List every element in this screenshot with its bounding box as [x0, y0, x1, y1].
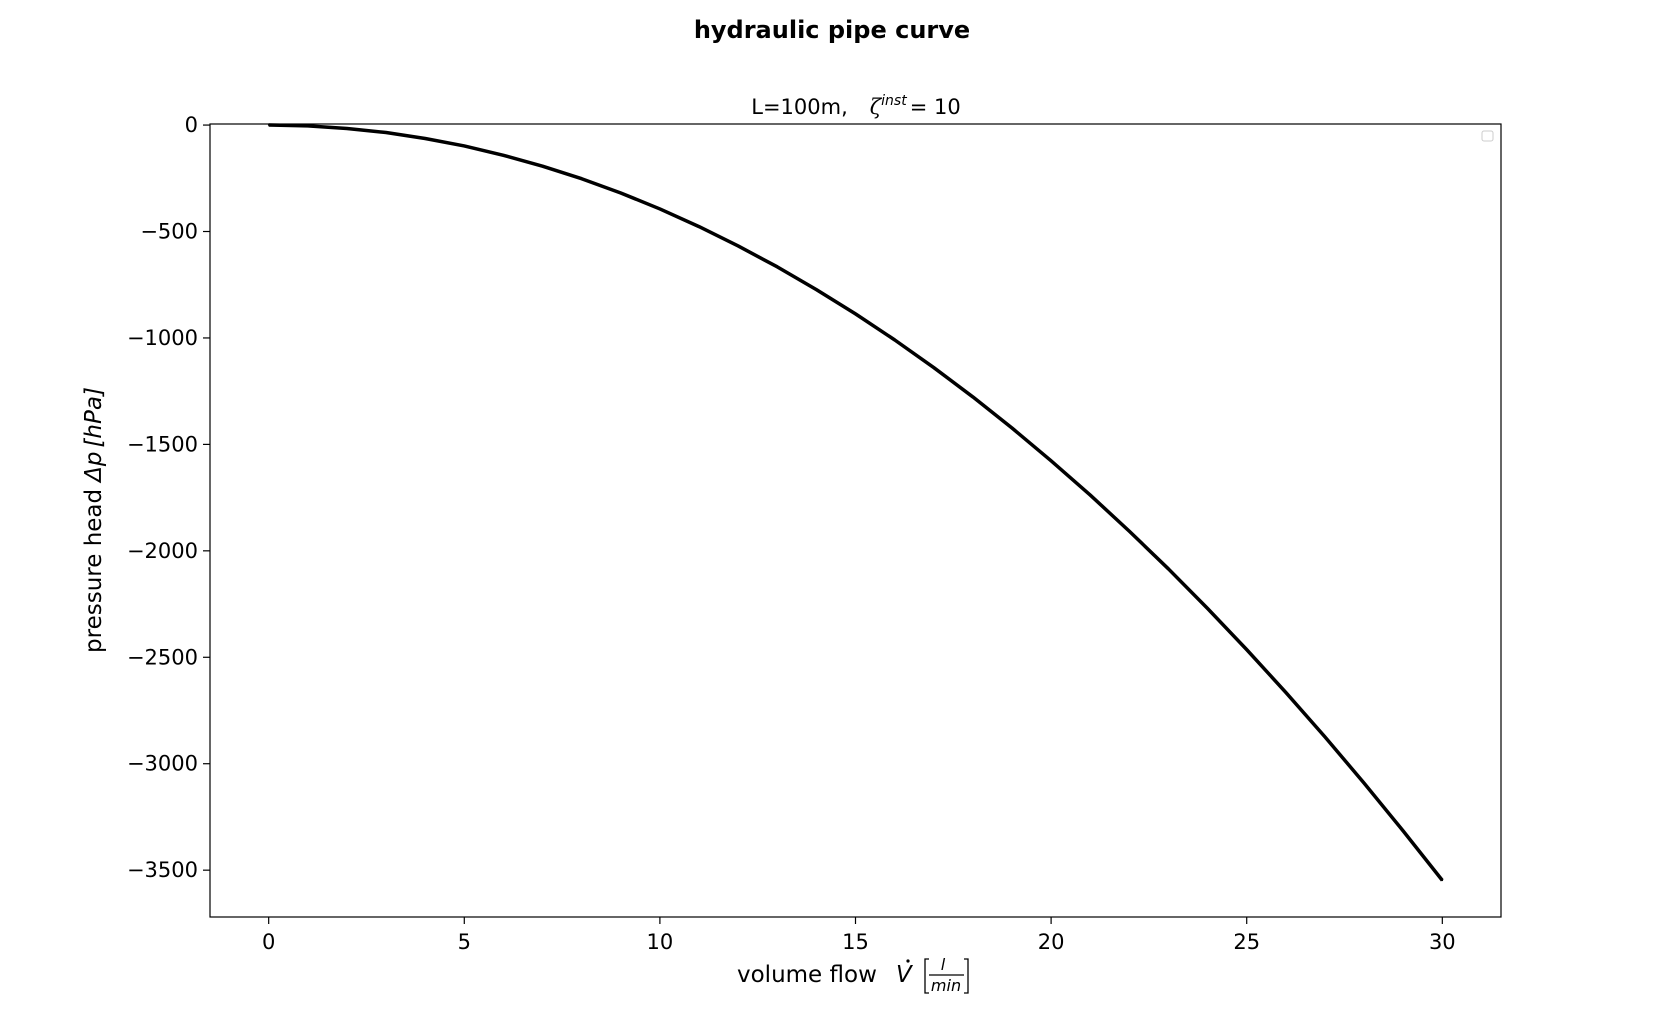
legend-box	[1481, 130, 1494, 142]
x-tick-label: 5	[458, 930, 471, 954]
y-tick-label: −3000	[127, 752, 198, 776]
data-point	[1402, 830, 1404, 832]
data-point	[1441, 879, 1444, 882]
x-axis-label-symbol: V	[896, 962, 914, 988]
y-tick-label: 0	[185, 113, 198, 137]
data-point	[1050, 459, 1052, 462]
data-point	[1245, 648, 1248, 651]
x-axis: 0 5 10 15 20 25 30	[262, 917, 1456, 954]
data-point	[424, 137, 426, 140]
y-tick-label: −2000	[127, 539, 198, 563]
data-point	[1011, 427, 1013, 429]
x-tick-label: 15	[842, 930, 869, 954]
subtitle-prefix: L=100m,	[751, 95, 848, 119]
data-point	[1089, 494, 1092, 496]
x-tick-label: 0	[262, 930, 275, 954]
data-point	[1167, 568, 1170, 570]
data-point	[267, 124, 270, 126]
y-axis-label-symbol: Δp	[81, 452, 107, 484]
y-axis-label-text: pressure head	[81, 489, 107, 653]
x-axis-label-dot	[906, 959, 910, 963]
data-point	[932, 366, 935, 369]
data-point	[1324, 736, 1326, 738]
plot-area	[209, 123, 1502, 918]
y-tick-label: −500	[140, 220, 198, 244]
data-point	[659, 208, 661, 210]
data-point	[972, 396, 974, 398]
data-point	[1363, 782, 1365, 784]
y-tick-label: −1000	[127, 326, 198, 350]
x-axis-label-text: volume flow	[737, 962, 877, 988]
chart-title: hydraulic pipe curve	[694, 16, 970, 44]
x-axis-label-bracket-left	[924, 958, 929, 994]
data-point	[346, 127, 348, 130]
data-point	[893, 339, 896, 341]
x-tick-label: 10	[647, 930, 674, 954]
data-point	[580, 177, 583, 180]
series-layer	[267, 123, 1444, 882]
subtitle-superscript: inst	[881, 93, 907, 109]
subtitle-symbol: ζ	[870, 95, 883, 119]
x-axis-label-unit-numerator: l	[941, 955, 946, 974]
x-axis-label-bracket-right	[964, 958, 969, 994]
chart-subtitle: L=100m, ζinst = 10	[751, 93, 960, 119]
series-line	[268, 123, 1444, 882]
y-axis-label: pressure head Δp [hPa]	[81, 387, 107, 653]
data-point	[815, 288, 818, 291]
data-point	[1206, 607, 1209, 610]
data-point	[776, 266, 779, 268]
x-axis-label-unit-denominator: min	[931, 976, 961, 995]
data-point	[502, 154, 505, 157]
data-point	[385, 131, 387, 134]
data-point	[619, 192, 622, 194]
data-point	[854, 313, 857, 315]
x-tick-label: 30	[1429, 930, 1456, 954]
data-point	[307, 125, 309, 127]
data-point	[737, 245, 739, 247]
y-axis-label-unit: [hPa]	[81, 387, 107, 448]
x-tick-label: 20	[1038, 930, 1065, 954]
data-point	[463, 145, 466, 147]
x-axis-label: volume flow V l min	[737, 955, 969, 995]
data-point	[1285, 691, 1287, 694]
y-tick-label: −3500	[127, 858, 198, 882]
subtitle-suffix: = 10	[910, 95, 961, 119]
x-tick-label: 25	[1233, 930, 1260, 954]
y-axis: 0 −500 −1000 −1500 −2000 −2500 −3000 −3500	[127, 113, 210, 882]
y-tick-label: −1500	[127, 432, 198, 456]
y-tick-label: −2500	[127, 645, 198, 669]
data-point	[1128, 530, 1131, 533]
data-point	[541, 165, 544, 167]
data-point	[698, 225, 700, 228]
